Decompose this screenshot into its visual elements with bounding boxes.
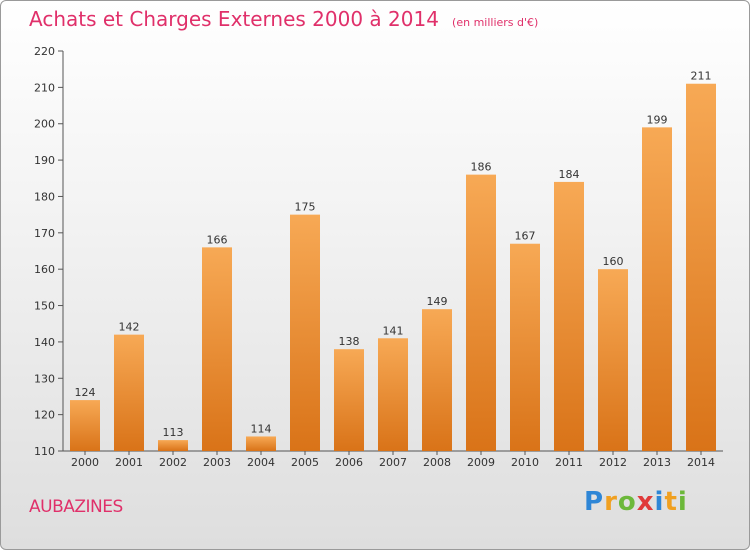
bar-2014 (686, 83, 716, 452)
logo-letter-5: t (664, 487, 678, 517)
bar-2012 (598, 269, 628, 451)
x-tick-label: 2009 (467, 456, 495, 469)
bar-2013 (642, 127, 672, 451)
x-tick-label: 2006 (335, 456, 363, 469)
bar-2000 (70, 400, 100, 451)
data-label-2012: 160 (603, 255, 624, 268)
y-tick-label: 120 (34, 409, 55, 422)
bar-2008 (422, 309, 452, 451)
x-tick-label: 2008 (423, 456, 451, 469)
logo-letter-2: o (617, 487, 637, 517)
data-label-2004: 114 (251, 422, 272, 435)
bar-2011 (554, 181, 584, 451)
y-tick-label: 140 (34, 336, 55, 349)
data-label-2001: 142 (119, 321, 140, 334)
data-label-2010: 167 (515, 230, 536, 243)
axes: 110 120 130 140 150 160 170 180 190 200 210 220 (34, 45, 723, 458)
bar-2007 (378, 338, 408, 451)
chart-title: Achats et Charges Externes 2000 à 2014 (29, 7, 439, 31)
x-tick-label: 2000 (71, 456, 99, 469)
y-tick-label: 160 (34, 263, 55, 276)
bar-2001 (114, 334, 144, 451)
x-tick-label: 2007 (379, 456, 407, 469)
logo-letter-4: i (654, 487, 665, 517)
x-tick-label: 2004 (247, 456, 275, 469)
data-label-2007: 141 (383, 324, 404, 337)
y-tick-label: 220 (34, 45, 55, 58)
logo-letter-3: x (636, 487, 655, 517)
chart-subtitle: (en milliers d'€) (452, 16, 539, 29)
data-label-2002: 113 (163, 426, 184, 439)
y-tick-label: 190 (34, 154, 55, 167)
x-tick-label: 2003 (203, 456, 231, 469)
y-tick-label: 110 (34, 445, 55, 458)
bar-2003 (202, 247, 232, 451)
x-tick-label: 2010 (511, 456, 539, 469)
data-label-2011: 184 (559, 168, 580, 181)
labels-group: 2000 124 2001 142 2002 113 2003 166 2004 114 2005 1… (71, 70, 715, 469)
title-row: Achats et Charges Externes 2000 à 2014 (… (29, 7, 538, 31)
bar-2009 (466, 174, 496, 452)
data-label-2008: 149 (427, 295, 448, 308)
bar-2004 (246, 436, 276, 451)
bar-2005 (290, 214, 320, 451)
bar-2010 (510, 243, 540, 451)
data-label-2013: 199 (647, 113, 668, 126)
bar-2002 (158, 440, 188, 451)
y-tick-label: 130 (34, 372, 55, 385)
y-tick-label: 200 (34, 118, 55, 131)
data-label-2003: 166 (207, 233, 228, 246)
data-label-2006: 138 (339, 335, 360, 348)
x-tick-label: 2014 (687, 456, 715, 469)
y-tick-label: 150 (34, 300, 55, 313)
logo-letter-0: P (584, 487, 605, 517)
x-tick-label: 2011 (555, 456, 583, 469)
y-tick-label: 180 (34, 190, 55, 203)
x-tick-label: 2002 (159, 456, 187, 469)
logo-letter-6: i (677, 487, 688, 517)
y-tick-label: 170 (34, 227, 55, 240)
data-label-2005: 175 (295, 201, 316, 214)
x-tick-label: 2001 (115, 456, 143, 469)
y-tick-label: 210 (34, 81, 55, 94)
bar-2006 (334, 349, 364, 451)
proxiti-logo: Proxiti (584, 487, 688, 517)
x-tick-label: 2012 (599, 456, 627, 469)
data-label-2009: 186 (471, 161, 492, 174)
x-tick-label: 2005 (291, 456, 319, 469)
data-label-2000: 124 (75, 386, 96, 399)
bars-group (70, 83, 716, 452)
commune-name: AUBAZINES (29, 497, 123, 517)
x-tick-label: 2013 (643, 456, 671, 469)
logo-letter-1: r (604, 487, 618, 517)
data-label-2014: 211 (691, 70, 712, 83)
